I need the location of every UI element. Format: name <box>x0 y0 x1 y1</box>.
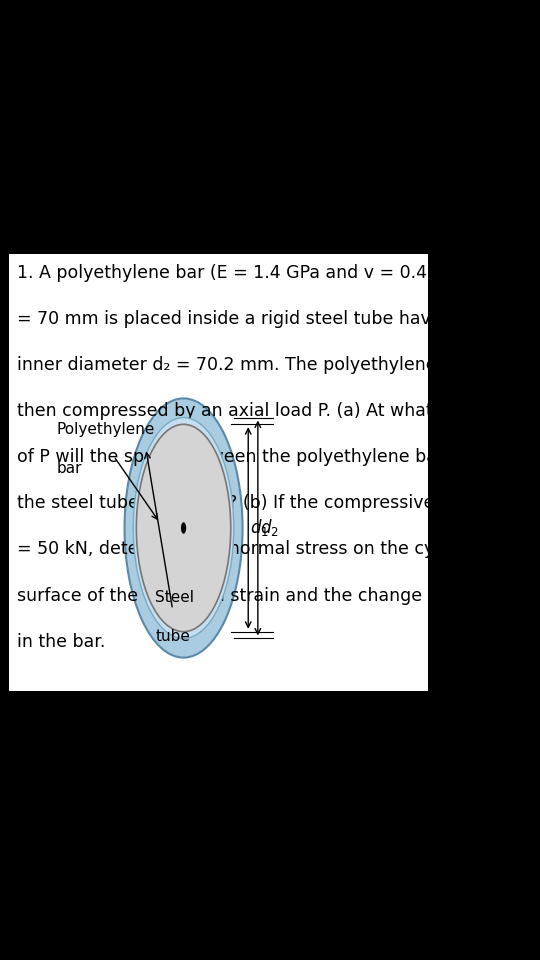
Text: bar: bar <box>57 461 82 476</box>
Text: Steel: Steel <box>155 589 194 605</box>
Text: in the bar.: in the bar. <box>17 633 106 651</box>
Text: inner diameter d₂ = 70.2 mm. The polyethylene bar is: inner diameter d₂ = 70.2 mm. The polyeth… <box>17 356 491 374</box>
Circle shape <box>125 398 242 658</box>
Text: of P will the space between the polyethylene bar and: of P will the space between the polyethy… <box>17 448 483 467</box>
Text: then compressed by an axial load P. (a) At what value: then compressed by an axial load P. (a) … <box>17 402 486 420</box>
Circle shape <box>133 418 234 638</box>
Text: = 70 mm is placed inside a rigid steel tube having an: = 70 mm is placed inside a rigid steel t… <box>17 310 485 328</box>
Text: $d_1$: $d_1$ <box>251 517 269 539</box>
Text: 1. A polyethylene bar (E = 1.4 GPa and v = 0.4) having d₁: 1. A polyethylene bar (E = 1.4 GPa and v… <box>17 264 522 282</box>
Bar <box>9 254 428 691</box>
Text: $d_2$: $d_2$ <box>260 517 279 539</box>
Text: the steel tube be closed? (b) If the compressive force P: the steel tube be closed? (b) If the com… <box>17 494 501 513</box>
Text: surface of the bar, axial strain and the change in volume: surface of the bar, axial strain and the… <box>17 587 514 605</box>
Circle shape <box>181 522 186 534</box>
Circle shape <box>136 424 231 632</box>
Text: = 50 kN, determine the normal stress on the cylindrical: = 50 kN, determine the normal stress on … <box>17 540 504 559</box>
Text: Polyethylene: Polyethylene <box>57 421 155 437</box>
Text: tube: tube <box>155 629 190 644</box>
